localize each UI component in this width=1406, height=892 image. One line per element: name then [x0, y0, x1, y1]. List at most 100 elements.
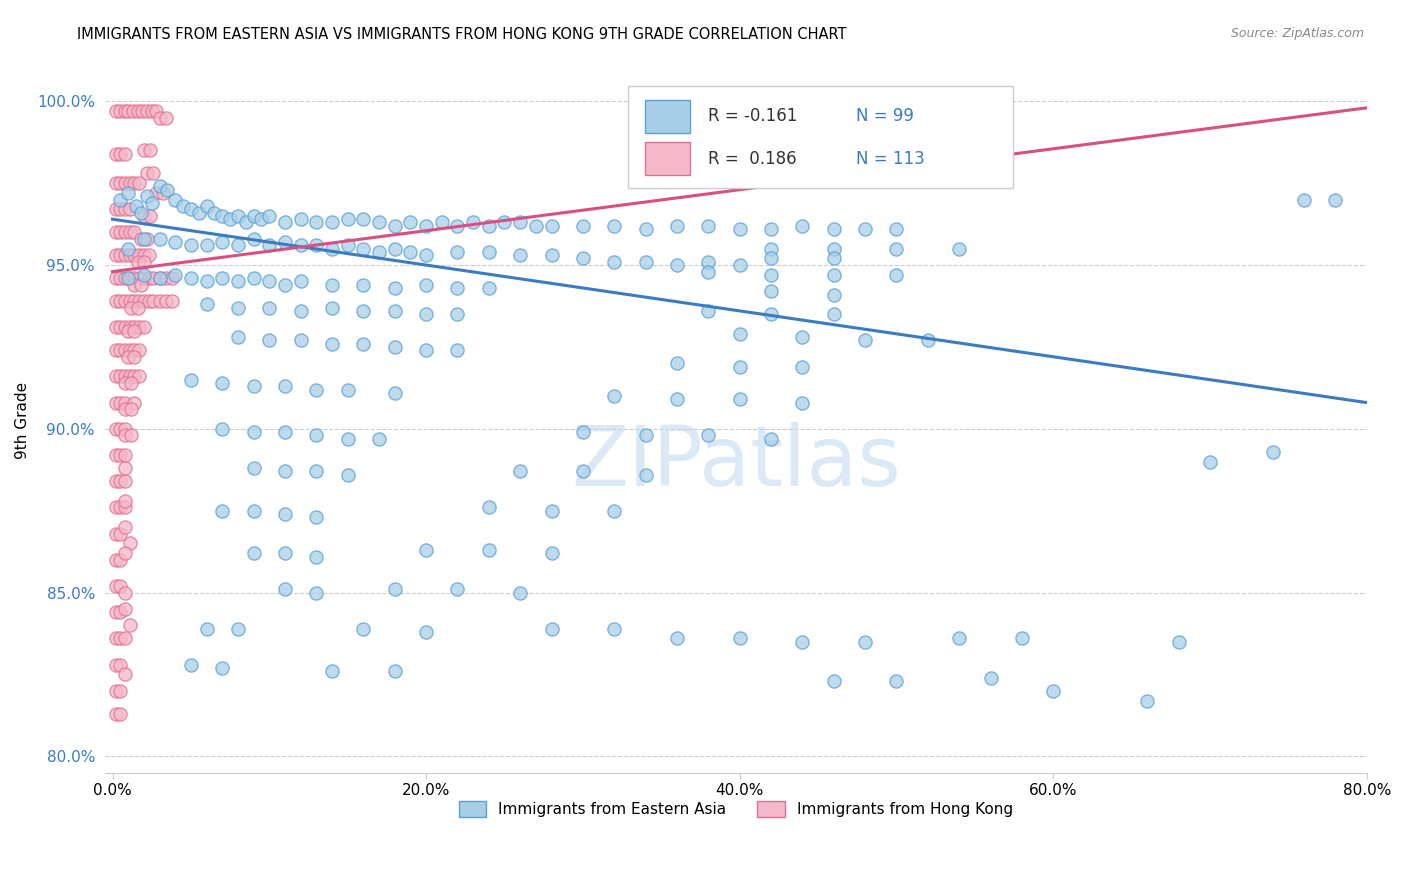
Point — [195, 274, 218, 288]
Point — [132, 209, 155, 223]
Point — [305, 585, 328, 599]
Point — [211, 661, 233, 675]
Point — [336, 432, 359, 446]
Point — [180, 271, 202, 285]
Text: R =  0.186: R = 0.186 — [709, 150, 797, 168]
Point — [274, 379, 297, 393]
Point — [384, 304, 406, 318]
Point — [114, 585, 136, 599]
Point — [463, 215, 485, 229]
Point — [274, 507, 297, 521]
Point — [823, 673, 845, 688]
Point — [728, 326, 751, 341]
Point — [368, 432, 391, 446]
Point — [118, 248, 141, 262]
Point — [242, 461, 264, 475]
Point — [136, 189, 159, 203]
Point — [540, 219, 562, 233]
Point — [274, 546, 297, 560]
Point — [110, 632, 132, 646]
Point — [110, 474, 132, 488]
Point — [138, 271, 160, 285]
Point — [110, 294, 132, 309]
Point — [117, 324, 139, 338]
Point — [728, 392, 751, 407]
Point — [1011, 632, 1033, 646]
Point — [226, 209, 249, 223]
Point — [305, 464, 328, 478]
Point — [823, 287, 845, 301]
Point — [290, 238, 312, 252]
Point — [195, 199, 218, 213]
Point — [259, 334, 281, 348]
Point — [336, 467, 359, 482]
Point — [478, 543, 501, 558]
Point — [138, 294, 160, 309]
Point — [114, 461, 136, 475]
Point — [759, 252, 782, 266]
Point — [195, 297, 218, 311]
Point — [148, 179, 170, 194]
Point — [305, 383, 328, 397]
Point — [211, 376, 233, 390]
Point — [104, 474, 127, 488]
Point — [118, 369, 141, 384]
Point — [142, 294, 165, 309]
Point — [603, 622, 626, 636]
Point — [603, 219, 626, 233]
Point — [114, 602, 136, 616]
Point — [124, 324, 146, 338]
Point — [415, 219, 437, 233]
FancyBboxPatch shape — [645, 100, 690, 133]
Point — [321, 215, 343, 229]
Point — [114, 402, 136, 417]
Point — [117, 242, 139, 256]
Point — [305, 549, 328, 564]
Point — [104, 500, 127, 515]
Point — [104, 395, 127, 409]
Text: N = 113: N = 113 — [856, 150, 924, 168]
Point — [478, 219, 501, 233]
Point — [697, 264, 720, 278]
Point — [104, 369, 127, 384]
Point — [110, 271, 132, 285]
Point — [104, 683, 127, 698]
Point — [259, 238, 281, 252]
Point — [136, 232, 159, 246]
Point — [368, 215, 391, 229]
Point — [124, 225, 146, 239]
Point — [603, 504, 626, 518]
Point — [415, 307, 437, 321]
Point — [1261, 444, 1284, 458]
Point — [665, 258, 688, 272]
Point — [759, 307, 782, 321]
Point — [110, 500, 132, 515]
Point — [104, 104, 127, 119]
Point — [446, 281, 468, 295]
Point — [384, 582, 406, 597]
Point — [792, 395, 814, 409]
Point — [156, 183, 179, 197]
Point — [384, 385, 406, 400]
Point — [384, 219, 406, 233]
Point — [142, 271, 165, 285]
Point — [114, 422, 136, 436]
Point — [1136, 694, 1159, 708]
Point — [446, 582, 468, 597]
Point — [104, 657, 127, 672]
Point — [979, 671, 1001, 685]
Point — [478, 281, 501, 295]
Point — [110, 422, 132, 436]
Point — [110, 553, 132, 567]
Point — [110, 369, 132, 384]
Point — [128, 294, 150, 309]
Point — [132, 144, 155, 158]
Point — [446, 244, 468, 259]
Point — [759, 242, 782, 256]
Point — [1294, 193, 1316, 207]
Point — [124, 271, 146, 285]
Point — [114, 667, 136, 681]
Point — [114, 176, 136, 190]
Point — [321, 664, 343, 678]
Point — [305, 238, 328, 252]
